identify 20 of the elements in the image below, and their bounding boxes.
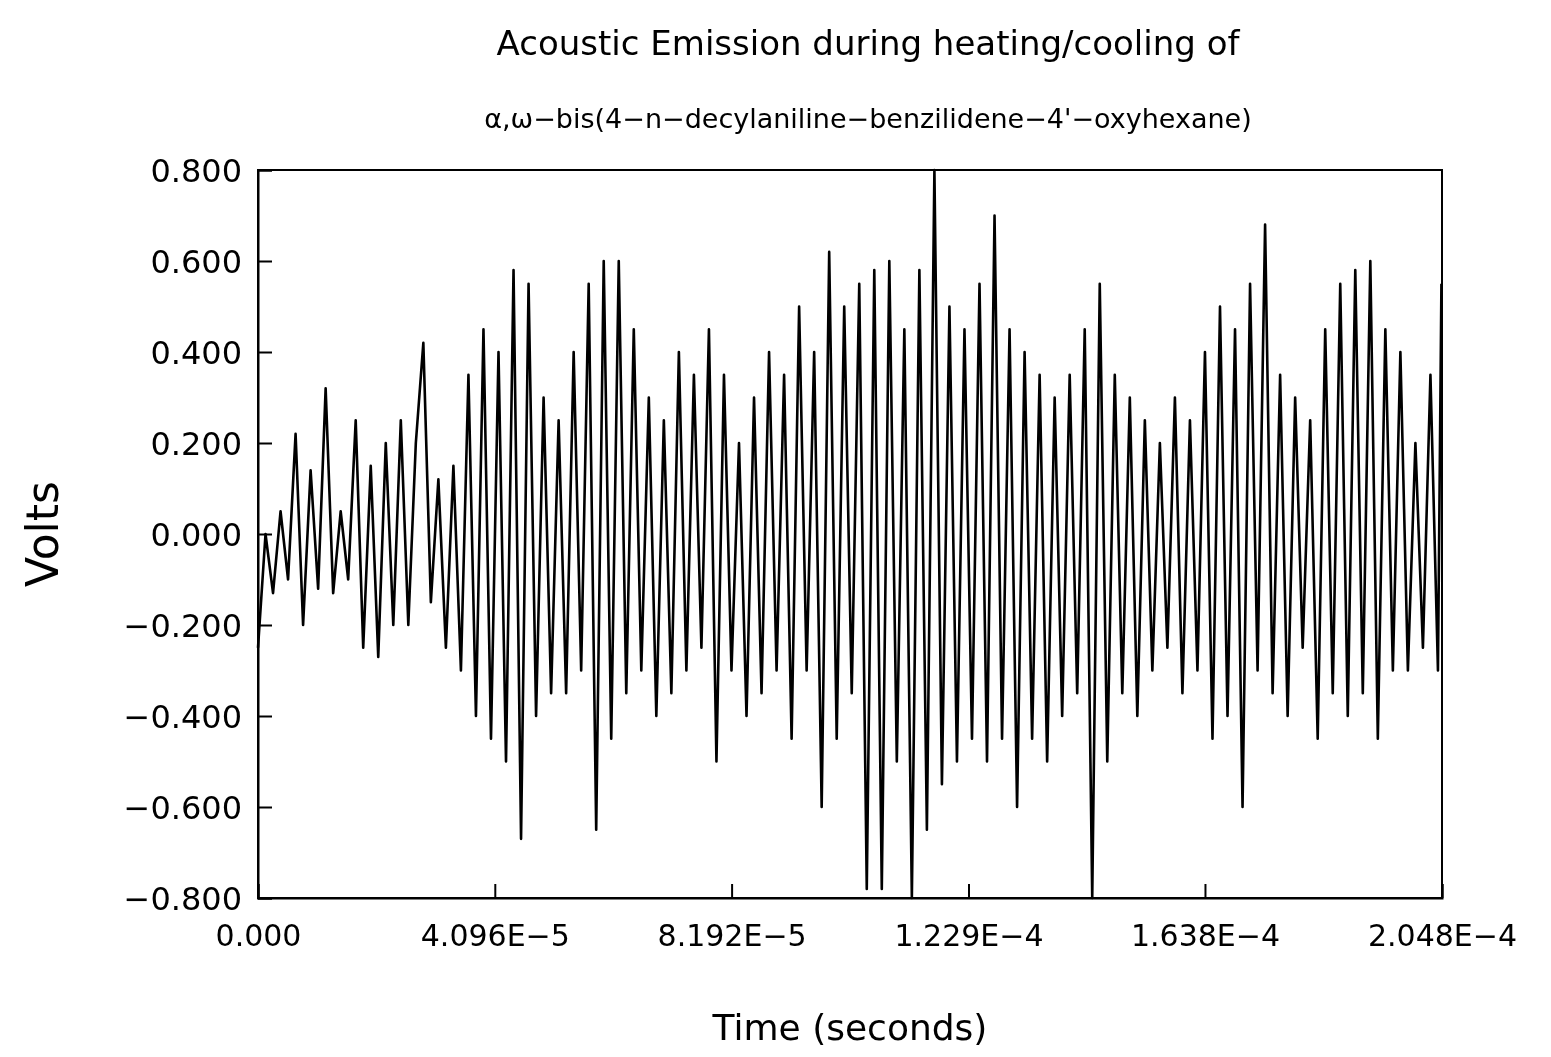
x-tick-label: 1.229E−4 — [894, 918, 1044, 953]
line-series — [256, 168, 1443, 900]
y-tick-label: −0.400 — [123, 697, 242, 736]
x-tick-label: 1.638E−4 — [1130, 918, 1280, 953]
chart-title: Acoustic Emission during heating/cooling of — [496, 23, 1241, 63]
chart-subtitle: α,ω−bis(4−n−decylaniline−benzilidene−4'−oxyhexane) — [484, 103, 1252, 134]
x-tick-label: 2.048E−4 — [1367, 918, 1518, 953]
y-tick-label: −0.800 — [123, 879, 242, 918]
y-tick-label: 0.800 — [150, 151, 242, 190]
x-tick-label: 0.000 — [215, 918, 302, 953]
x-axis-title: Time (seconds) — [711, 1007, 988, 1048]
x-tick-label: 8.192E−5 — [657, 918, 807, 953]
y-tick-label: 0.200 — [150, 424, 242, 463]
y-tick-label: −0.600 — [123, 788, 242, 827]
y-tick-label: 0.600 — [150, 242, 242, 281]
x-tick-label: 4.096E−5 — [420, 918, 570, 953]
y-tick-label: 0.400 — [150, 333, 242, 372]
y-axis-title: Volts — [17, 480, 68, 588]
y-tick-label: −0.200 — [123, 606, 242, 645]
y-tick-label: 0.000 — [150, 515, 242, 554]
